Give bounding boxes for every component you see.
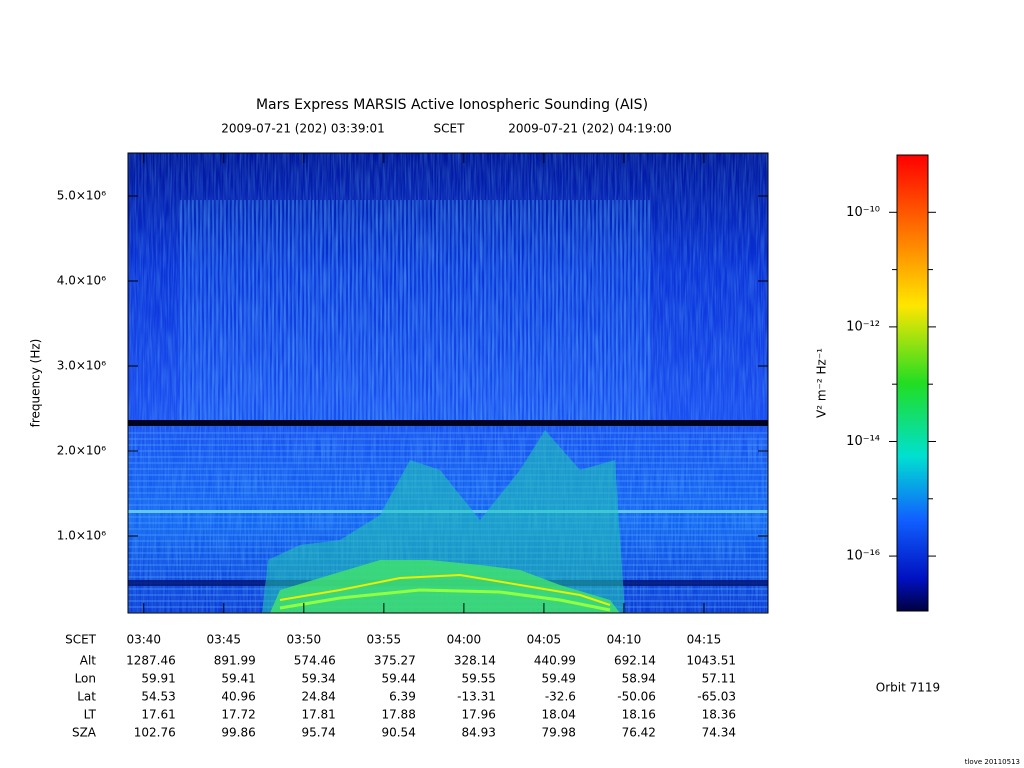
- y-axis-label: frequency (Hz): [29, 339, 43, 428]
- ephemeris-value: 59.34: [301, 672, 335, 686]
- ephemeris-value: 1043.51: [686, 654, 736, 668]
- credit: tlove 20110513: [965, 758, 1020, 766]
- ephemeris-value: 59.91: [141, 672, 175, 686]
- row-label: Lon: [75, 672, 96, 686]
- ephemeris-value: 58.94: [622, 672, 656, 686]
- ephemeris-value: 95.74: [301, 726, 335, 740]
- ephemeris-value: 76.42: [622, 726, 656, 740]
- row-label: LT: [84, 708, 97, 722]
- ephemeris-value: 54.53: [141, 690, 175, 704]
- ephemeris-value: 90.54: [381, 726, 415, 740]
- colorbar: [896, 154, 929, 612]
- ephemeris-value: 1287.46: [126, 654, 176, 668]
- x-tick-label: 04:00: [447, 633, 482, 647]
- ephemeris-value: -65.03: [697, 690, 736, 704]
- ephemeris-value: 17.72: [221, 708, 255, 722]
- ephemeris-value: 79.98: [542, 726, 576, 740]
- ephemeris-value: 99.86: [221, 726, 255, 740]
- ephemeris-value: 102.76: [134, 726, 176, 740]
- spectrogram-image: [128, 153, 768, 613]
- x-tick-label: 04:05: [527, 633, 562, 647]
- ephemeris-value: 375.27: [374, 654, 416, 668]
- ephemeris-value: 59.41: [221, 672, 255, 686]
- ephemeris-value: 18.04: [542, 708, 576, 722]
- row-label: Alt: [80, 654, 97, 668]
- ephemeris-value: 59.55: [462, 672, 496, 686]
- x-tick-label: 04:15: [687, 633, 722, 647]
- row-label: Lat: [77, 690, 96, 704]
- ephemeris-value: 17.96: [462, 708, 496, 722]
- y-tick-label: 4.0×10⁶: [57, 274, 106, 288]
- ephemeris-value: 328.14: [454, 654, 496, 668]
- x-tick-label: 03:45: [206, 633, 241, 647]
- ephemeris-value: -32.6: [545, 690, 576, 704]
- ephemeris-value: 891.99: [214, 654, 256, 668]
- ephemeris-value: -50.06: [617, 690, 656, 704]
- colorbar-tick-label: 10⁻¹⁴: [846, 434, 880, 449]
- colorbar-label: V² m⁻² Hz⁻¹: [815, 348, 829, 418]
- ephemeris-value: 24.84: [301, 690, 335, 704]
- ephemeris-value: 18.36: [702, 708, 736, 722]
- ephemeris-value: 17.88: [381, 708, 415, 722]
- plot-frame: [127, 152, 769, 614]
- y-tick-label: 1.0×10⁶: [57, 528, 106, 542]
- colorbar-tick-label: 10⁻¹⁰: [846, 205, 880, 220]
- ephemeris-value: 59.44: [381, 672, 415, 686]
- ephemeris-value: 440.99: [534, 654, 576, 668]
- ephemeris-value: 6.39: [389, 690, 416, 704]
- ephemeris-value: 17.81: [301, 708, 335, 722]
- x-tick-label: 04:10: [607, 633, 642, 647]
- end-time: 2009-07-21 (202) 04:19:00: [508, 122, 672, 136]
- ephemeris-value: 17.61: [141, 708, 175, 722]
- x-tick-label: 03:50: [287, 633, 322, 647]
- x-tick-label: 03:40: [126, 633, 161, 647]
- ephemeris-value: 59.49: [542, 672, 576, 686]
- ephemeris-value: 74.34: [702, 726, 736, 740]
- y-tick-label: 3.0×10⁶: [57, 359, 106, 373]
- start-time: 2009-07-21 (202) 03:39:01: [221, 122, 385, 136]
- x-tick-label: 03:55: [367, 633, 402, 647]
- ephemeris-value: 57.11: [702, 672, 736, 686]
- ephemeris-value: 84.93: [462, 726, 496, 740]
- colorbar-tick-label: 10⁻¹⁶: [846, 549, 880, 564]
- ephemeris-value: 40.96: [221, 690, 255, 704]
- orbit: Orbit 7119: [876, 681, 940, 695]
- chart-title: Mars Express MARSIS Active Ionospheric S…: [256, 97, 648, 113]
- row-label: SCET: [65, 633, 97, 647]
- ephemeris-value: 574.46: [294, 654, 336, 668]
- y-tick-label: 5.0×10⁶: [57, 189, 106, 203]
- ephemeris-value: 18.16: [622, 708, 656, 722]
- row-label: SZA: [72, 726, 97, 740]
- ephemeris-value: -13.31: [457, 690, 496, 704]
- ephemeris-value: 692.14: [614, 654, 656, 668]
- colorbar-tick-label: 10⁻¹²: [846, 319, 880, 334]
- axis-name: SCET: [434, 122, 466, 136]
- y-tick-label: 2.0×10⁶: [57, 443, 106, 457]
